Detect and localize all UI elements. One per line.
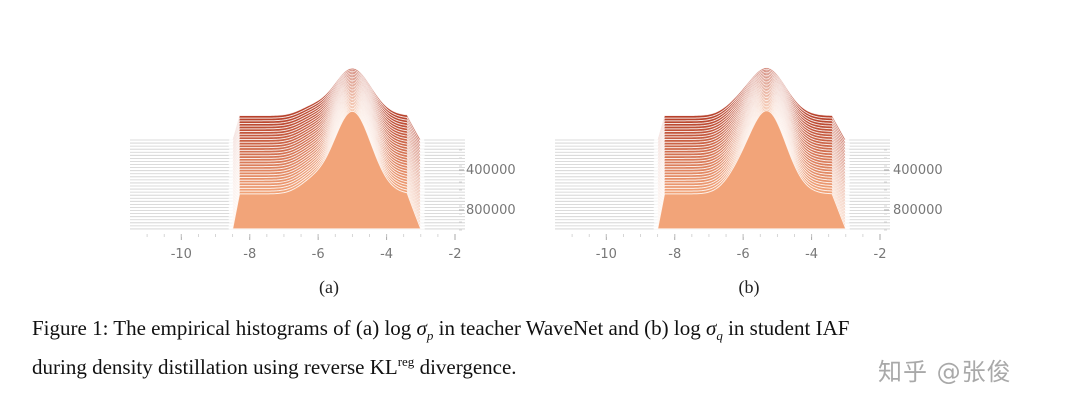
panel-sublabel: (a) — [319, 277, 339, 298]
y-tick-label: 800000 — [893, 203, 943, 218]
caption-superscript: reg — [397, 354, 415, 370]
panel-a: -10 -8 -6 -4 -2 400000 800000 (a) — [130, 67, 516, 298]
x-tick-label: -2 — [874, 247, 887, 262]
caption-text: in student IAF — [722, 316, 850, 340]
panel-b: -10 -8 -6 -4 -2 400000 800000 (b) — [555, 67, 943, 298]
x-tick-label: -8 — [243, 247, 256, 262]
caption-line-1: Figure 1: The empirical histograms of (a… — [32, 315, 1032, 349]
caption-math-log: log — [384, 316, 412, 340]
caption-text: Figure 1: The empirical histograms of (a… — [32, 316, 385, 340]
x-tick-label: -10 — [596, 247, 617, 262]
caption-text: divergence. — [414, 355, 517, 380]
x-tick-label: -6 — [737, 247, 750, 262]
y-tick-label: 400000 — [466, 163, 516, 178]
x-tick-label: -4 — [380, 247, 393, 262]
caption-math-sigma: σ — [705, 316, 717, 340]
y-tick-label: 400000 — [893, 163, 943, 178]
figure-caption: Figure 1: The empirical histograms of (a… — [32, 315, 1032, 380]
watermark: 知乎 @张俊 — [878, 358, 1012, 386]
figure-canvas: -10 -8 -6 -4 -2 400000 800000 (a) -10 -8 -6 -4 -2 400… — [130, 67, 943, 298]
caption-math-sub: p — [426, 328, 434, 344]
histogram-ridge — [653, 110, 850, 230]
x-tick-label: -8 — [668, 247, 681, 262]
caption-math-log: log — [673, 316, 701, 340]
caption-math-sub: q — [716, 328, 723, 344]
caption-text: during density distillation using revers… — [32, 355, 398, 380]
x-tick-label: -10 — [171, 247, 192, 262]
y-tick-label: 800000 — [466, 203, 516, 218]
caption-math-sigma: σ — [416, 316, 427, 340]
caption-line-2: during density distillation using revers… — [32, 349, 1032, 380]
figure: -10 -8 -6 -4 -2 400000 800000 (a) -10 -8 -6 -4 -2 400… — [130, 67, 943, 298]
panel-sublabel: (b) — [739, 277, 760, 298]
caption-text: in teacher WaveNet and (b) — [433, 316, 674, 340]
x-tick-label: -2 — [449, 247, 462, 262]
x-tick-label: -6 — [312, 247, 325, 262]
histogram-ridge — [228, 110, 425, 230]
x-tick-label: -4 — [805, 247, 818, 262]
